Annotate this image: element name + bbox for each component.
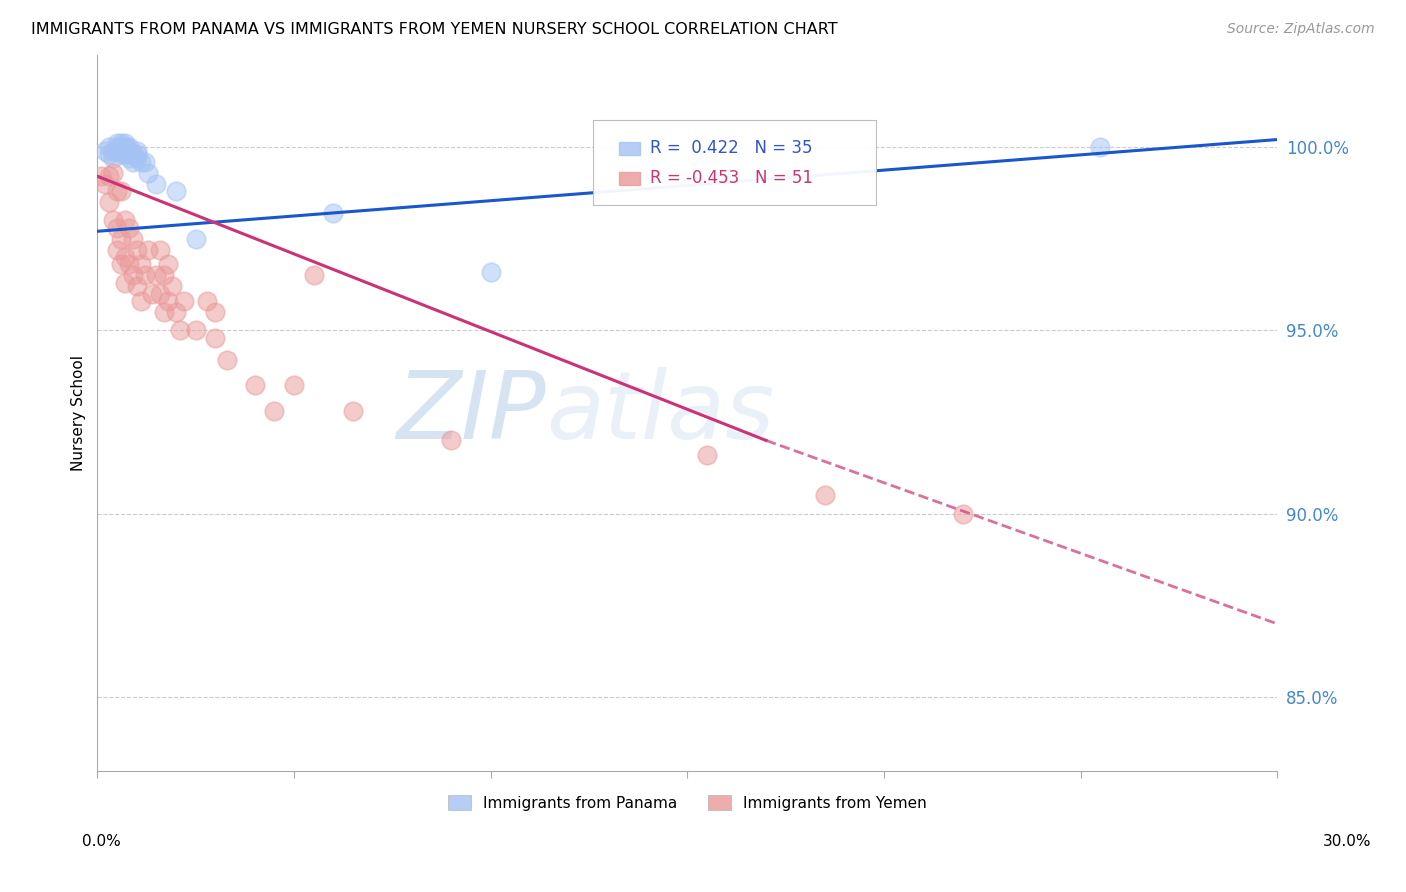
Point	[134, 268, 156, 283]
Point	[101, 144, 124, 158]
Point	[283, 378, 305, 392]
Point	[98, 147, 121, 161]
Point	[342, 404, 364, 418]
Point	[157, 293, 180, 308]
Point	[440, 434, 463, 448]
Point	[94, 177, 117, 191]
Point	[149, 286, 172, 301]
Point	[114, 144, 136, 158]
Point	[121, 147, 143, 161]
Text: 30.0%: 30.0%	[1323, 834, 1371, 848]
Point	[125, 144, 148, 158]
Text: IMMIGRANTS FROM PANAMA VS IMMIGRANTS FROM YEMEN NURSERY SCHOOL CORRELATION CHART: IMMIGRANTS FROM PANAMA VS IMMIGRANTS FRO…	[31, 22, 838, 37]
Text: atlas: atlas	[546, 368, 775, 458]
Point	[204, 331, 226, 345]
Point	[145, 268, 167, 283]
Point	[114, 276, 136, 290]
Point	[165, 305, 187, 319]
Point	[129, 293, 152, 308]
Point	[479, 265, 502, 279]
Point	[105, 243, 128, 257]
Point	[118, 140, 141, 154]
Point	[814, 488, 837, 502]
Point	[105, 140, 128, 154]
Point	[101, 151, 124, 165]
Point	[114, 213, 136, 227]
Point	[105, 136, 128, 151]
Point	[134, 154, 156, 169]
Point	[118, 144, 141, 158]
Point	[114, 147, 136, 161]
Point	[157, 257, 180, 271]
Point	[138, 165, 160, 179]
Point	[118, 151, 141, 165]
Point	[217, 352, 239, 367]
Bar	[619, 142, 640, 154]
Point	[105, 220, 128, 235]
Text: 0.0%: 0.0%	[82, 834, 121, 848]
Point	[118, 147, 141, 161]
Point	[322, 206, 344, 220]
Point	[110, 136, 132, 151]
Point	[263, 404, 285, 418]
Point	[165, 184, 187, 198]
Point	[952, 507, 974, 521]
Point	[173, 293, 195, 308]
Point	[1090, 140, 1112, 154]
Point	[105, 184, 128, 198]
Point	[696, 147, 718, 161]
Point	[110, 140, 132, 154]
Point	[121, 154, 143, 169]
Point	[121, 268, 143, 283]
Point	[110, 257, 132, 271]
Point	[153, 305, 176, 319]
Point	[696, 448, 718, 462]
Point	[98, 194, 121, 209]
Point	[98, 169, 121, 184]
Point	[153, 268, 176, 283]
Point	[114, 140, 136, 154]
Point	[129, 257, 152, 271]
Point	[184, 323, 207, 337]
Point	[169, 323, 191, 337]
Legend: Immigrants from Panama, Immigrants from Yemen: Immigrants from Panama, Immigrants from …	[441, 789, 934, 817]
Point	[105, 144, 128, 158]
Point	[145, 177, 167, 191]
Point	[94, 144, 117, 158]
Bar	[619, 172, 640, 185]
Point	[243, 378, 266, 392]
Point	[141, 286, 163, 301]
Point	[125, 243, 148, 257]
Text: Source: ZipAtlas.com: Source: ZipAtlas.com	[1227, 22, 1375, 37]
Point	[160, 279, 183, 293]
Point	[125, 147, 148, 161]
Point	[125, 151, 148, 165]
Point	[101, 165, 124, 179]
Point	[110, 184, 132, 198]
Point	[110, 147, 132, 161]
Point	[121, 232, 143, 246]
Point	[129, 154, 152, 169]
Point	[197, 293, 219, 308]
Point	[138, 243, 160, 257]
Point	[110, 232, 132, 246]
Point	[98, 140, 121, 154]
Text: R = -0.453   N = 51: R = -0.453 N = 51	[650, 169, 813, 187]
Point	[114, 140, 136, 154]
Point	[114, 250, 136, 264]
Point	[204, 305, 226, 319]
Point	[302, 268, 325, 283]
Text: ZIP: ZIP	[396, 368, 546, 458]
Text: R =  0.422   N = 35: R = 0.422 N = 35	[650, 139, 813, 157]
Point	[149, 243, 172, 257]
Point	[118, 220, 141, 235]
Point	[118, 257, 141, 271]
Y-axis label: Nursery School: Nursery School	[72, 355, 86, 471]
FancyBboxPatch shape	[593, 120, 876, 205]
Point	[90, 169, 112, 184]
Point	[125, 279, 148, 293]
Point	[101, 213, 124, 227]
Point	[184, 232, 207, 246]
Point	[114, 136, 136, 151]
